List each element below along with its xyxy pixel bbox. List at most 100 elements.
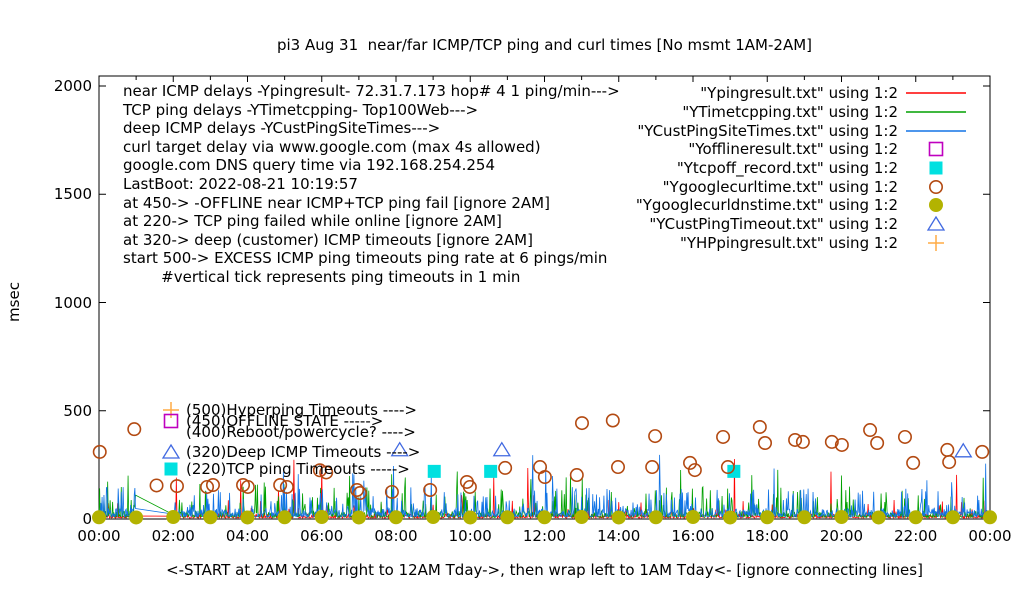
y-tick-label: 500: [63, 401, 92, 420]
dns-time-point: [723, 510, 738, 525]
legend-item-2: "YTimetcpping.txt" using 1:2: [636, 103, 968, 122]
curl-time-point: [574, 416, 589, 431]
x-tick-label: 00:00: [968, 527, 1012, 545]
curl-time-point: [648, 429, 663, 444]
curl-time-point: [752, 419, 767, 434]
curl-time-point: [279, 479, 294, 494]
legend-label: "Ytcpoff_record.txt" using 1:2: [676, 159, 898, 178]
tcp-off-point: [727, 464, 741, 478]
info-line-8: at 220-> TCP ping failed while online [i…: [123, 212, 502, 231]
legend-label: "Ygooglecurltime.txt" using 1:2: [662, 177, 898, 196]
legend-label: "Ygooglecurldnstime.txt" using 1:2: [635, 196, 898, 215]
x-tick-label: 22:00: [894, 527, 938, 545]
tcp-off-point: [484, 464, 498, 478]
curl-time-point: [795, 434, 810, 449]
dns-time-point: [686, 510, 700, 525]
info-line-6: LastBoot: 2022-08-21 10:19:57: [123, 174, 358, 193]
tcp-off-point: [427, 464, 441, 478]
curl-time-point: [758, 436, 773, 451]
curl-time-point: [863, 423, 878, 438]
dns-time-point: [277, 510, 292, 525]
curl-time-point: [169, 479, 184, 494]
curl-time-point: [273, 478, 288, 493]
dns-time-point: [129, 510, 144, 525]
dns-time-point: [389, 510, 403, 525]
curl-time-point: [834, 437, 849, 452]
dns-time-point: [574, 510, 589, 525]
plus-legend-sample-icon: [928, 234, 944, 251]
y-tick-label: 2000: [53, 77, 92, 95]
curl-time-point: [645, 460, 660, 475]
dns-time-point: [203, 510, 218, 525]
plot-annotation-5: (220)TCP ping Timeouts ----->: [160, 459, 410, 479]
curl-time-point: [605, 413, 620, 428]
x-tick-label: 12:00: [522, 527, 567, 545]
cust-ping-timeout-point: [492, 441, 511, 457]
curl-time-point: [788, 432, 803, 447]
blank-annotation-icon: [160, 422, 182, 442]
legend-label: "YCustPingTimeout.txt" using 1:2: [649, 215, 898, 234]
x-tick-label: 10:00: [448, 527, 492, 545]
dns-time-point: [611, 510, 626, 525]
curl-time-point: [92, 444, 107, 459]
info-line-4: curl target delay via www.google.com (ma…: [123, 137, 541, 156]
dns-time-point: [426, 510, 441, 525]
x-tick-label: 16:00: [671, 527, 715, 545]
dns-time-point: [240, 510, 255, 525]
plot-annotation-2: (450)OFFLINE STATE ----->: [160, 411, 383, 431]
curl-time-point: [611, 460, 626, 475]
annotation-label: (400)Reboot/powercycle? ---->: [186, 422, 416, 441]
curl-time-point: [384, 484, 399, 499]
curl-time-point: [569, 468, 584, 483]
series-line-tcp: [98, 469, 990, 519]
curl-time-point: [720, 460, 735, 475]
y-tick-label: 0: [82, 510, 92, 528]
curl-time-point: [149, 478, 164, 493]
dns-time-point: [648, 510, 663, 525]
info-block: near ICMP delays -Ypingresult- 72.31.7.1…: [123, 82, 620, 287]
x-tick-label: 20:00: [819, 527, 864, 545]
info-line-2: TCP ping delays -YTimetcpping- Top100Web…: [123, 100, 479, 119]
dns-time-point: [908, 510, 923, 525]
legend-item-4: "Yofflineresult.txt" using 1:2: [636, 140, 968, 159]
plot-annotation-4: (320)Deep ICMP Timeouts ---->: [160, 442, 420, 462]
curl-time-point: [824, 434, 839, 449]
legend-item-5: "Ytcpoff_record.txt" using 1:2: [636, 159, 968, 178]
curl-time-point: [350, 482, 365, 497]
open-square-annotation-icon: [163, 413, 179, 429]
info-line-9: at 320-> deep (customer) ICMP timeouts […: [123, 230, 533, 249]
filled-square-annotation-icon: [164, 462, 178, 476]
curl-time-point: [205, 478, 220, 493]
legend-label: "YCustPingSiteTimes.txt" using 1:2: [637, 121, 898, 140]
legend-label: "Yofflineresult.txt" using 1:2: [688, 140, 898, 159]
legend-item-1: "Ypingresult.txt" using 1:2: [636, 84, 968, 103]
curl-time-point: [319, 465, 334, 480]
legend-label: "YHPpingresult.txt" using 1:2: [679, 233, 898, 252]
dns-time-point: [314, 510, 329, 525]
curl-time-point: [716, 429, 731, 444]
curl-time-point: [870, 436, 885, 451]
y-tick-label: 1500: [53, 185, 92, 204]
curl-time-point: [687, 463, 702, 478]
curl-time-point: [942, 455, 957, 470]
curl-time-point: [906, 455, 921, 470]
x-tick-label: 08:00: [374, 527, 418, 545]
filled-square-legend-sample-icon: [929, 161, 943, 175]
legend-label: "Ypingresult.txt" using 1:2: [700, 84, 898, 103]
annotation-label: (500)Hyperping Timeouts ---->: [186, 400, 417, 419]
dns-time-point: [983, 510, 997, 525]
dns-time-point: [463, 510, 478, 525]
dns-time-point: [351, 510, 366, 525]
curl-time-point: [683, 455, 698, 470]
x-tick-label: 06:00: [300, 527, 344, 545]
y-tick-label: 1000: [53, 293, 92, 312]
legend: "Ypingresult.txt" using 1:2 "YTimetcpping…: [636, 84, 968, 252]
legend-label: "YTimetcpping.txt" using 1:2: [682, 103, 898, 122]
series-line-deep: [98, 454, 990, 519]
dns-time-point: [797, 510, 812, 525]
dns-time-point: [945, 510, 960, 525]
legend-item-9: "YHPpingresult.txt" using 1:2: [636, 234, 968, 253]
filled-circle-legend-sample-icon: [929, 198, 943, 213]
open-triangle-legend-sample-icon: [926, 215, 946, 231]
x-tick-label: 14:00: [597, 527, 641, 545]
